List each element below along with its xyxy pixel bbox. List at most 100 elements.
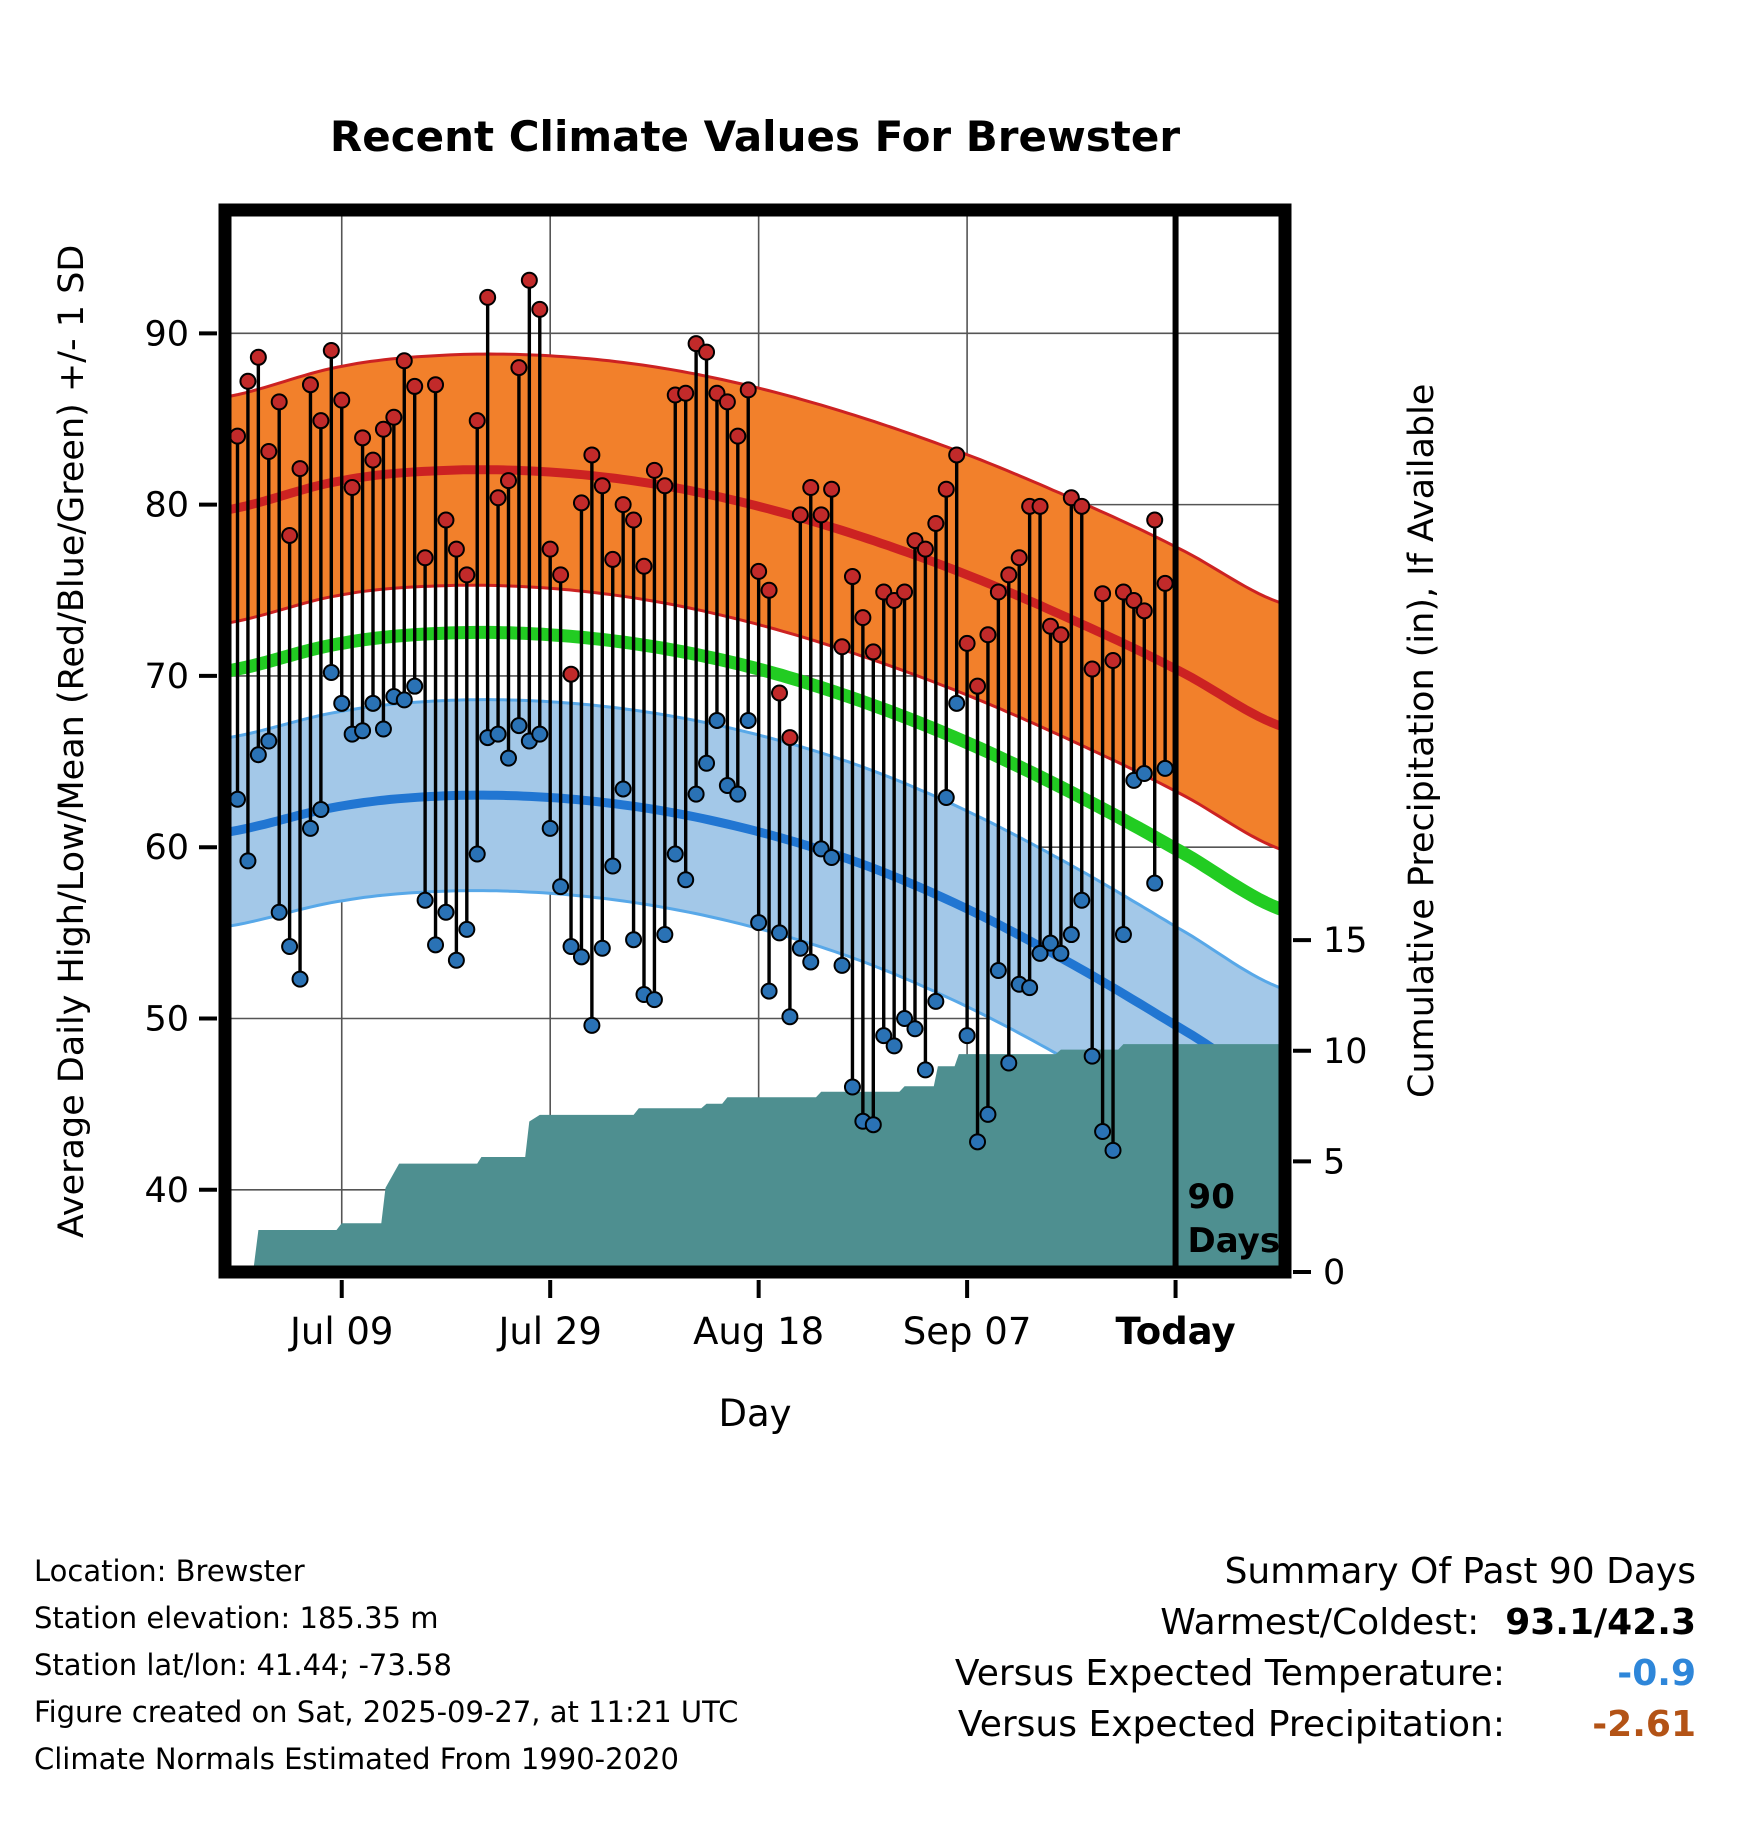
daily-low-dot	[1000, 1054, 1018, 1072]
daily-high-dot	[489, 489, 507, 507]
daily-low-dot	[552, 878, 570, 896]
daily-dots	[229, 271, 1174, 1159]
temp-tick-label: 50	[144, 999, 189, 1039]
daily-low-dot	[843, 1078, 861, 1096]
station-elevation: Station elevation: 185.35 m	[34, 1601, 439, 1635]
daily-low-dot	[896, 1009, 914, 1027]
daily-high-dot	[406, 377, 424, 395]
daily-high-dot	[823, 480, 841, 498]
daily-high-dot	[625, 511, 643, 529]
daily-high-dot	[458, 566, 476, 584]
station-location: Location: Brewster	[34, 1554, 305, 1588]
daily-high-dot	[281, 526, 299, 544]
warmest-coldest-label: Warmest/Coldest:	[1160, 1602, 1480, 1643]
daily-low-dot	[1094, 1123, 1112, 1141]
daily-high-dot	[427, 376, 445, 394]
daily-low-dot	[572, 948, 590, 966]
vs-temperature-label: Versus Expected Temperature:	[954, 1653, 1505, 1694]
daily-low-dot	[969, 1133, 987, 1151]
station-info: Location: Brewster Station elevation: 18…	[34, 1548, 738, 1783]
daily-range-whiskers	[235, 280, 1167, 1151]
daily-low-dot	[489, 725, 507, 743]
date-tick-label: Sep 07	[903, 1310, 1032, 1353]
daily-low-dot	[1156, 759, 1174, 777]
daily-high-dot	[343, 478, 361, 496]
daily-low-dot	[270, 903, 288, 921]
daily-high-dot	[969, 677, 987, 695]
daily-low-dot	[531, 725, 549, 743]
figure-created-timestamp: Figure created on Sat, 2025-09-27, at 11…	[34, 1695, 739, 1729]
daily-low-dot	[708, 711, 726, 729]
daily-low-dot	[864, 1116, 882, 1134]
daily-low-dot	[1021, 979, 1039, 997]
daily-high-dot	[260, 443, 278, 461]
daily-high-dot	[739, 381, 757, 399]
daily-high-dot	[614, 496, 632, 514]
daily-low-dot	[916, 1061, 934, 1079]
daily-high-dot	[916, 540, 934, 558]
daily-low-dot	[770, 924, 788, 942]
daily-high-dot	[1000, 566, 1018, 584]
daily-high-dot	[552, 566, 570, 584]
daily-high-dot	[1156, 574, 1174, 592]
daily-low-dot	[958, 1027, 976, 1045]
climate-normals-source: Climate Normals Estimated From 1990-2020	[34, 1742, 679, 1776]
daily-low-dot	[927, 992, 945, 1010]
daily-high-dot	[989, 583, 1007, 601]
daily-high-dot	[718, 393, 736, 411]
daily-low-dot	[239, 852, 257, 870]
daily-high-dot	[927, 514, 945, 532]
x-axis-label: Day	[718, 1392, 792, 1435]
plot-frame	[218, 203, 1292, 1279]
daily-low-dot	[437, 903, 455, 921]
daily-low-dot	[1073, 891, 1091, 909]
daily-low-dot	[416, 891, 434, 909]
daily-high-dot	[812, 506, 830, 524]
daily-low-dot	[1083, 1047, 1101, 1065]
daily-low-dot	[937, 789, 955, 807]
daily-high-dot	[301, 376, 319, 394]
daily-high-dot	[750, 562, 768, 580]
daily-low-dot	[885, 1037, 903, 1055]
daily-high-dot	[937, 480, 955, 498]
daily-low-dot	[562, 938, 580, 956]
daily-low-dot	[468, 845, 486, 863]
temp-tick-label: 80	[144, 486, 189, 526]
daily-high-dot	[416, 549, 434, 567]
daily-low-dot	[1146, 874, 1164, 892]
daily-high-dot	[312, 412, 330, 430]
daily-high-dot	[645, 461, 663, 479]
daily-high-dot	[249, 348, 267, 366]
daily-high-dot	[385, 408, 403, 426]
precip-tick-label: 5	[1323, 1142, 1345, 1182]
daily-high-dot	[760, 581, 778, 599]
temp-tick-label: 90	[144, 314, 189, 354]
daily-low-dot	[1104, 1141, 1122, 1159]
daily-high-dot	[896, 583, 914, 601]
daily-low-dot	[312, 801, 330, 819]
daily-low-dot	[281, 938, 299, 956]
daily-low-dot	[364, 694, 382, 712]
daily-low-dot	[698, 754, 716, 772]
daily-high-dot	[291, 460, 309, 478]
daily-high-dot	[583, 446, 601, 464]
daily-high-dot	[1146, 511, 1164, 529]
daily-low-dot	[823, 848, 841, 866]
daily-high-dot	[802, 478, 820, 496]
daily-high-dot	[854, 609, 872, 627]
summary-panel: Summary Of Past 90 Days Warmest/Coldest:…	[955, 1546, 1696, 1750]
daily-low-dot	[322, 663, 340, 681]
summary-row-warmest-coldest: Warmest/Coldest: 93.1/42.3	[955, 1597, 1696, 1648]
daily-low-dot	[427, 936, 445, 954]
daily-high-dot	[698, 343, 716, 361]
daily-low-dot	[656, 926, 674, 944]
daily-low-dot	[1062, 926, 1080, 944]
summary-heading: Summary Of Past 90 Days	[1224, 1551, 1696, 1592]
daily-high-dot	[322, 341, 340, 359]
daily-low-dot	[875, 1027, 893, 1045]
daily-high-dot	[635, 557, 653, 575]
daily-high-dot	[843, 568, 861, 586]
daily-high-dot	[354, 429, 372, 447]
daily-low-dot	[791, 939, 809, 957]
